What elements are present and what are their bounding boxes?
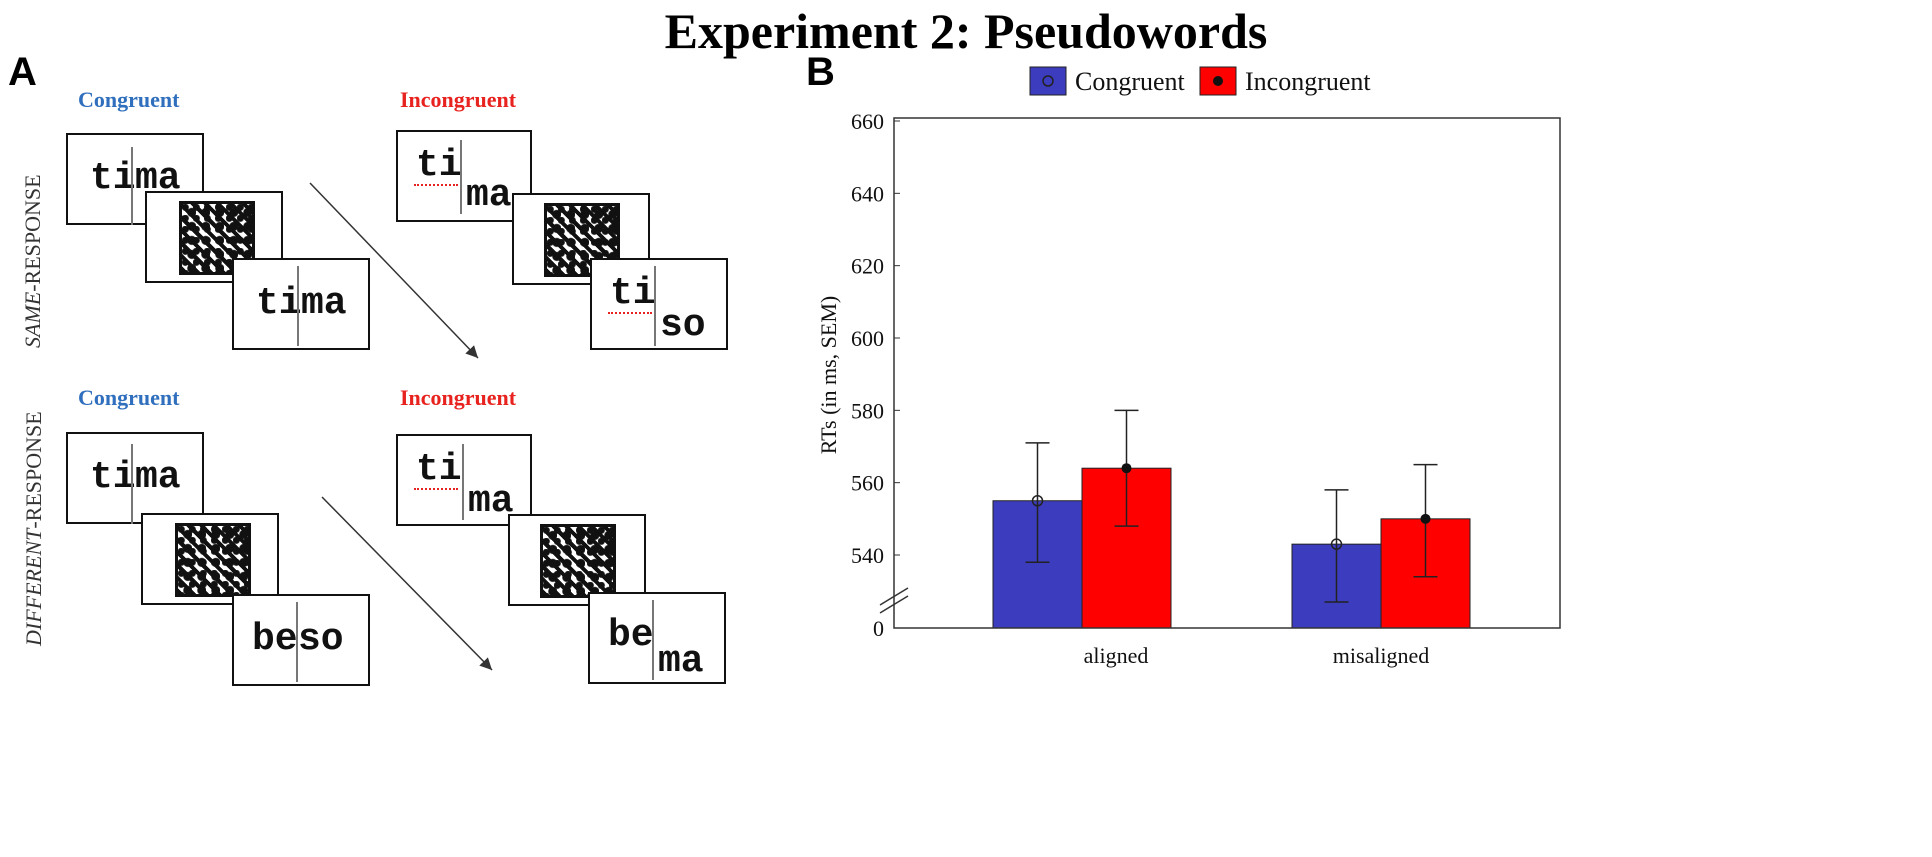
alignment-line bbox=[654, 266, 656, 346]
stimulus-word-left: be bbox=[608, 614, 654, 657]
mean-marker-open bbox=[1031, 495, 1044, 507]
legend-label-incongruent: Incongruent bbox=[1245, 67, 1371, 96]
stimulus-word-left: ti bbox=[610, 272, 656, 315]
panel-b-label: B bbox=[806, 50, 835, 94]
y-tick-label: 600 bbox=[851, 326, 884, 351]
alignment-line bbox=[652, 600, 654, 680]
row2-congruent-label: Congruent bbox=[78, 385, 180, 410]
y-tick-label: 660 bbox=[851, 109, 884, 134]
row1-incongruent-label: Incongruent bbox=[400, 87, 517, 112]
legend-swatch-congruent bbox=[1029, 66, 1067, 96]
stimulus-word-left: ti bbox=[416, 144, 462, 187]
alignment-line bbox=[462, 444, 464, 520]
alignment-line bbox=[131, 444, 133, 524]
stimulus-frame: be ma bbox=[588, 592, 726, 684]
y-tick-label: 540 bbox=[851, 543, 884, 568]
y-tick-label: 560 bbox=[851, 471, 884, 496]
x-tick-label-misaligned: misaligned bbox=[1333, 643, 1430, 668]
stimulus-word-right: so bbox=[660, 304, 706, 347]
row1-congruent-label: Congruent bbox=[78, 87, 180, 112]
stimulus-word-left: be bbox=[252, 618, 298, 661]
alignment-line bbox=[296, 602, 298, 682]
mask-frame bbox=[141, 513, 279, 605]
alignment-line bbox=[460, 140, 462, 214]
legend-marker-filled bbox=[1213, 76, 1223, 86]
spellcheck-underline bbox=[608, 308, 652, 314]
noise-mask-image bbox=[175, 523, 251, 597]
stimulus-frame: ti ma bbox=[66, 133, 204, 225]
mask-frame bbox=[508, 514, 646, 606]
alignment-line bbox=[297, 266, 299, 346]
mean-marker-filled bbox=[1420, 513, 1431, 524]
stimulus-word-left: ti bbox=[90, 157, 136, 200]
y-axis-break-zero-label: 0 bbox=[873, 616, 884, 641]
noise-mask-image bbox=[540, 524, 616, 598]
axis-break-mark bbox=[879, 595, 909, 614]
legend-marker-open bbox=[1042, 75, 1054, 87]
row2-incongruent-label: Incongruent bbox=[400, 385, 517, 410]
y-tick-label: 580 bbox=[851, 398, 884, 423]
stimulus-word-left: ti bbox=[256, 282, 302, 325]
stimulus-frame: ti so bbox=[590, 258, 728, 350]
y-tick-label: 640 bbox=[851, 181, 884, 206]
mean-marker-filled bbox=[1121, 463, 1132, 474]
plot-frame bbox=[893, 117, 1561, 629]
y-axis-title: RTs (in ms, SEM) bbox=[816, 296, 841, 455]
x-tick-label-aligned: aligned bbox=[1084, 643, 1149, 668]
spellcheck-underline bbox=[414, 484, 458, 490]
alignment-line bbox=[131, 147, 133, 225]
panel-a-label: A bbox=[8, 50, 37, 94]
axis-break-mark bbox=[879, 587, 909, 606]
stimulus-frame: ti ma bbox=[66, 432, 204, 524]
figure-title: Experiment 2: Pseudowords bbox=[664, 3, 1268, 59]
stimulus-word-right: ma bbox=[658, 640, 704, 683]
y-tick-label: 620 bbox=[851, 254, 884, 279]
stimulus-word-right: ma bbox=[135, 456, 181, 499]
mean-marker-open bbox=[1330, 538, 1343, 550]
stimulus-word-left: ti bbox=[90, 456, 136, 499]
legend-label-congruent: Congruent bbox=[1075, 67, 1186, 96]
stimulus-word-left: ti bbox=[416, 448, 462, 491]
